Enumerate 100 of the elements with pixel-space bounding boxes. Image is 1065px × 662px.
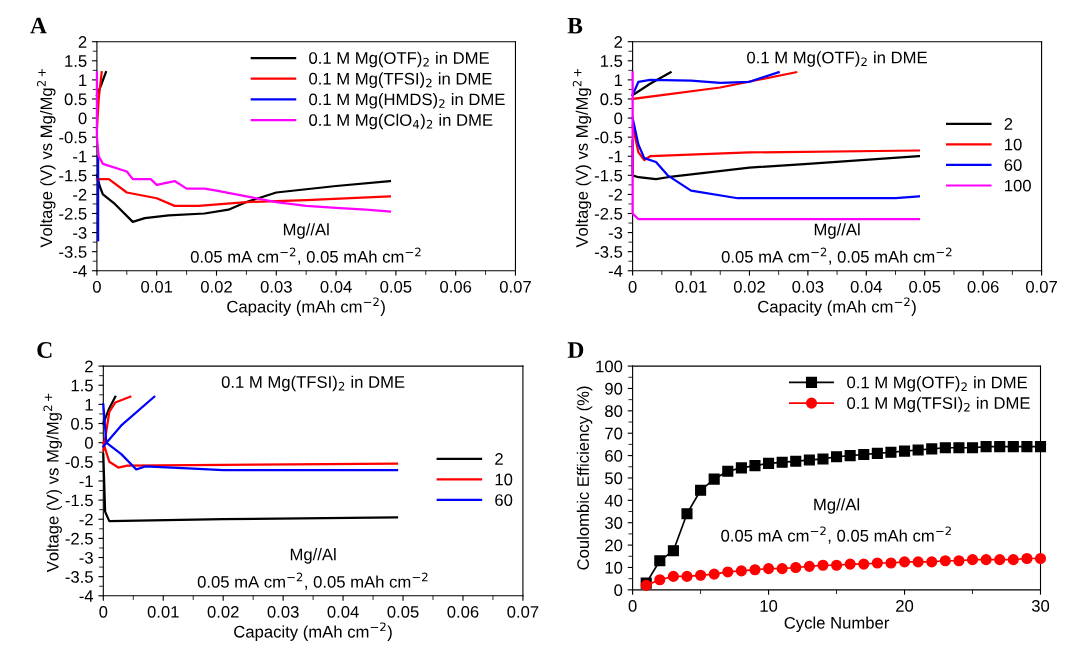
point — [695, 569, 707, 581]
point — [749, 460, 761, 472]
x-tick-label: 0.04 — [320, 280, 352, 293]
annotation: Mg//Al — [814, 498, 860, 514]
y-tick-label: 1.5 — [65, 55, 87, 67]
x-tick-label: 0.05 — [909, 280, 941, 293]
point — [790, 455, 802, 467]
point — [776, 563, 788, 575]
point — [844, 558, 856, 570]
x-tick-label: 0.02 — [200, 280, 232, 293]
x-tick-label: 0.02 — [207, 605, 239, 618]
y-tick-label: 80 — [605, 405, 623, 418]
y-tick-label: 0.5 — [71, 417, 93, 430]
point — [966, 554, 979, 566]
y-tick-label: -3.5 — [65, 571, 93, 583]
annotation: Mg//Al — [290, 548, 336, 564]
annotation: 0.1 M Mg(OTF)$_{2}$ in DME — [747, 51, 927, 67]
point — [898, 445, 911, 457]
chart-title: B — [567, 17, 583, 34]
point — [994, 554, 1006, 566]
y-tick-label: -3 — [79, 551, 93, 564]
point — [735, 565, 747, 577]
legend-label: 0.1 M Mg(TFSI)$_{2}$ in DME — [309, 72, 492, 88]
annotation: 0.1 M Mg(TFSI)$_{2}$ in DME — [221, 375, 405, 392]
point — [749, 564, 761, 576]
y-tick-label: 40 — [604, 494, 623, 507]
annotation: Mg//Al — [283, 223, 329, 239]
chart-title: A — [30, 17, 47, 34]
y-tick-label: 0.5 — [64, 93, 87, 106]
x-axis-title: Capacity (mAh cm$^{−2}$) — [227, 297, 385, 316]
y-tick-label: 0 — [614, 584, 623, 597]
point — [939, 442, 951, 454]
y-tick-label: -1.5 — [594, 169, 623, 182]
x-tick-label: 0.06 — [440, 280, 472, 293]
point — [735, 462, 747, 474]
legend-label: 10 — [1005, 138, 1022, 151]
annotation: Mg//Al — [814, 223, 860, 239]
legend-label: 100 — [1005, 179, 1031, 192]
x-tick-label: 0 — [99, 605, 108, 618]
y-tick-label: 1 — [85, 398, 93, 411]
annotation: 0.05 mA cm$^{−2}$, 0.05 mAh cm$^{−2}$ — [721, 247, 952, 265]
point — [1034, 552, 1047, 565]
x-tick-label: 0.04 — [327, 605, 359, 618]
y-tick-label: 20 — [605, 539, 623, 552]
point — [885, 446, 897, 458]
point — [858, 448, 870, 461]
point — [858, 558, 870, 570]
point — [681, 508, 693, 520]
x-tick-label: 0 — [628, 600, 637, 612]
y-tick-label: -2.5 — [65, 532, 93, 545]
y-tick-label: -2.5 — [59, 207, 87, 220]
y-tick-label: -4 — [79, 590, 94, 602]
point — [817, 559, 829, 571]
point — [831, 559, 843, 571]
point — [966, 442, 979, 454]
x-tick-label: 0.05 — [380, 280, 412, 293]
point — [776, 456, 788, 468]
y-tick-label: 0 — [84, 437, 93, 449]
y-tick-label: 0 — [78, 112, 87, 125]
y-tick-label: -3 — [608, 226, 623, 239]
legend-label: 60 — [1004, 159, 1022, 171]
x-tick-label: 30 — [1031, 600, 1050, 612]
legend-label: 0.1 M Mg(OTF)$_{2}$ in DME — [847, 376, 1027, 392]
x-tick-label: 0.03 — [260, 280, 292, 293]
point — [654, 555, 666, 567]
point — [1007, 441, 1019, 453]
legend-label: 60 — [495, 494, 513, 506]
y-tick-label: 1 — [79, 74, 87, 86]
legend-label: 0.1 M Mg(HMDS)$_{2}$ in DME — [309, 93, 505, 109]
point — [994, 441, 1006, 453]
y-tick-label: -1 — [608, 150, 623, 163]
y-axis-title: Voltage (V) vs Mg/Mg$^{2+}$ — [43, 393, 62, 573]
x-tick-label: 0.01 — [141, 280, 173, 293]
y-tick-label: -4 — [73, 265, 87, 277]
point — [667, 570, 679, 582]
point — [953, 555, 965, 567]
y-tick-label: 70 — [605, 427, 623, 440]
y-axis-title: Coulombic Efficiency (%) — [576, 386, 593, 570]
point — [667, 545, 679, 557]
point — [980, 554, 992, 566]
x-tick-label: 20 — [896, 600, 914, 612]
y-tick-label: -4 — [608, 265, 623, 277]
x-tick-label: 0.07 — [507, 605, 539, 618]
point — [953, 442, 965, 454]
point — [926, 443, 938, 455]
x-tick-label: 0.01 — [675, 280, 707, 293]
x-axis-title: Capacity (mAh cm$^{−2}$) — [234, 622, 392, 641]
y-tick-label: -0.5 — [59, 131, 87, 144]
y-tick-label: 60 — [605, 449, 623, 462]
point — [803, 454, 815, 466]
y-tick-label: -1.5 — [59, 169, 87, 182]
x-tick-label: 0.05 — [387, 605, 419, 618]
point — [1021, 441, 1033, 453]
x-tick-label: 0.07 — [1026, 280, 1057, 293]
y-tick-label: -3.5 — [594, 246, 623, 258]
legend-label: 2 — [495, 453, 503, 465]
y-axis-title: Voltage (V) vs Mg/Mg$^{2+}$ — [572, 68, 592, 248]
point — [803, 560, 815, 572]
y-tick-label: 1 — [614, 74, 623, 86]
y-tick-label: -0.5 — [65, 456, 93, 468]
